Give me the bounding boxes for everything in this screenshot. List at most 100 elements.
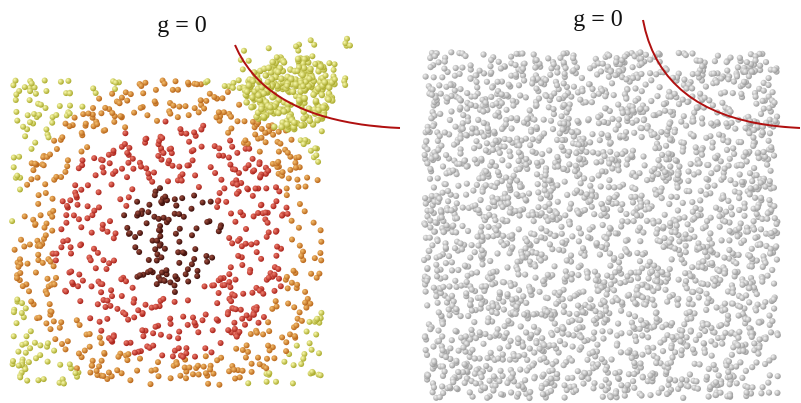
particle bbox=[473, 79, 479, 85]
particle bbox=[534, 329, 540, 335]
particle bbox=[60, 198, 66, 204]
particle bbox=[686, 296, 692, 302]
particle bbox=[67, 197, 73, 203]
particle bbox=[423, 289, 429, 295]
particle bbox=[273, 184, 279, 190]
particle bbox=[647, 372, 653, 378]
particle bbox=[222, 83, 228, 89]
particle bbox=[43, 232, 49, 238]
particle bbox=[496, 59, 502, 65]
particle bbox=[275, 69, 282, 76]
particle bbox=[673, 157, 679, 163]
particle bbox=[140, 90, 146, 96]
particle bbox=[76, 216, 82, 222]
particle bbox=[459, 65, 465, 71]
particle bbox=[769, 318, 775, 324]
particle bbox=[266, 370, 272, 376]
particle bbox=[590, 336, 596, 342]
particle bbox=[284, 83, 290, 89]
particle bbox=[245, 380, 251, 386]
particle bbox=[737, 171, 743, 177]
particle bbox=[129, 186, 135, 192]
particle bbox=[24, 182, 30, 188]
particle bbox=[16, 154, 22, 160]
particle bbox=[730, 290, 736, 296]
particle bbox=[111, 334, 117, 340]
particle bbox=[191, 129, 197, 135]
particle bbox=[483, 283, 489, 289]
particle bbox=[263, 139, 269, 145]
particle bbox=[477, 68, 483, 74]
particle bbox=[436, 196, 442, 202]
particle bbox=[681, 77, 687, 83]
right-label: g = 0 bbox=[573, 6, 623, 32]
particle bbox=[48, 326, 54, 332]
particle bbox=[273, 198, 279, 204]
particle bbox=[428, 208, 434, 214]
particle bbox=[68, 244, 74, 250]
particle bbox=[729, 352, 735, 358]
particle bbox=[308, 37, 314, 43]
particle bbox=[531, 375, 537, 381]
particle bbox=[57, 362, 63, 368]
particle bbox=[499, 100, 505, 106]
particle bbox=[265, 319, 271, 325]
particle bbox=[522, 272, 528, 278]
particle bbox=[543, 228, 549, 234]
particle bbox=[128, 91, 134, 97]
particle bbox=[482, 384, 488, 390]
particle bbox=[216, 382, 222, 388]
particle bbox=[742, 125, 748, 131]
particle bbox=[295, 184, 301, 190]
particle bbox=[745, 229, 751, 235]
particle bbox=[702, 95, 708, 101]
particle bbox=[429, 92, 435, 98]
particle bbox=[36, 112, 42, 118]
particle bbox=[283, 339, 289, 345]
particle bbox=[432, 219, 438, 225]
particle bbox=[763, 59, 769, 65]
particle bbox=[41, 376, 47, 382]
particle bbox=[722, 330, 728, 336]
particle bbox=[725, 313, 731, 319]
particle bbox=[183, 103, 189, 109]
particle bbox=[63, 121, 69, 127]
particle bbox=[775, 373, 781, 379]
particle bbox=[606, 160, 612, 166]
particle bbox=[520, 255, 526, 261]
particle bbox=[106, 370, 112, 376]
particle bbox=[550, 361, 556, 367]
particle bbox=[623, 76, 629, 82]
particle bbox=[63, 212, 69, 218]
particle bbox=[263, 185, 269, 191]
particle bbox=[593, 308, 599, 314]
particle bbox=[291, 268, 297, 274]
particle bbox=[443, 354, 449, 360]
particle bbox=[449, 259, 455, 265]
particle bbox=[722, 307, 728, 313]
particle bbox=[724, 68, 730, 74]
particle bbox=[168, 321, 174, 327]
particle bbox=[613, 390, 619, 396]
particle bbox=[452, 124, 458, 130]
particle bbox=[726, 358, 732, 364]
particle bbox=[185, 80, 191, 86]
particle bbox=[465, 273, 471, 279]
particle bbox=[87, 331, 93, 337]
particle bbox=[575, 368, 581, 374]
particle bbox=[766, 197, 772, 203]
particle bbox=[757, 63, 763, 69]
particle bbox=[190, 147, 196, 153]
particle bbox=[657, 238, 663, 244]
particle bbox=[566, 106, 572, 112]
particle bbox=[37, 342, 43, 348]
particle bbox=[530, 362, 536, 368]
particle bbox=[54, 146, 60, 152]
particle bbox=[442, 59, 448, 65]
particle bbox=[508, 283, 514, 289]
particle bbox=[637, 238, 643, 244]
particle bbox=[749, 69, 755, 75]
particle bbox=[751, 340, 757, 346]
particle bbox=[645, 349, 651, 355]
particle bbox=[689, 264, 695, 270]
